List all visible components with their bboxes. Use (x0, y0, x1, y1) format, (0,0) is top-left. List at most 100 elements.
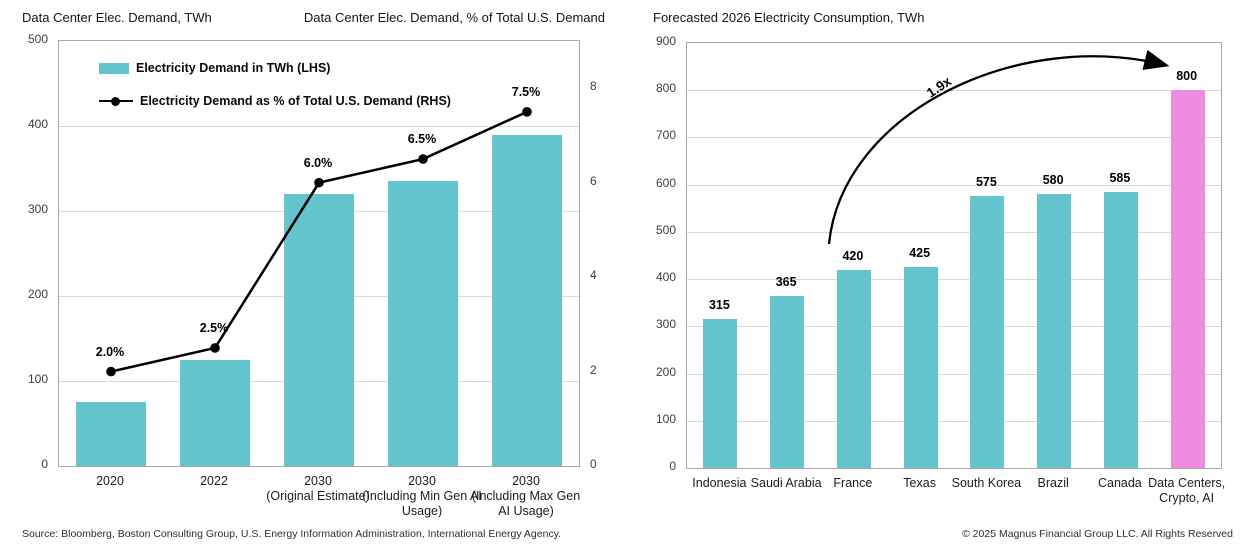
x-label-line: (Original Estimate) (266, 489, 370, 503)
x-label-brazil: Brazil (1037, 476, 1068, 491)
bar-2030-original-estimate (284, 194, 354, 466)
growth-arrow-icon (827, 49, 1170, 245)
x-label-line: 2030 (512, 474, 540, 488)
x-label-line: Brazil (1037, 476, 1069, 490)
gridline-200 (687, 373, 1221, 375)
left-y-tick-100: 100 (27, 372, 48, 386)
left-y-tick-0: 0 (41, 457, 48, 471)
x-label-line: Saudi Arabia (750, 476, 822, 490)
gridline-100 (687, 420, 1221, 422)
x-label-line: 2022 (200, 474, 228, 488)
bar-2020 (76, 402, 146, 466)
chart1-legend: Electricity Demand in TWh (LHS) Electric… (99, 57, 451, 123)
bar-series-swatch-icon (99, 62, 129, 74)
bar-texas (903, 267, 938, 468)
x-label-line: 2030 (304, 474, 332, 488)
line-point-2030-original-estimate (314, 177, 324, 188)
x-label-data-centers-crypto-ai: Data Centers, Crypto, AI (1148, 476, 1225, 506)
x-label-line: Indonesia (692, 476, 747, 490)
bar-france (836, 269, 871, 468)
bar-2030-including-max-gen-ai-usage (492, 134, 562, 466)
line-point-label-2030-original-estimate: 6.0% (303, 155, 333, 170)
left-y-tick-300: 300 (27, 202, 48, 216)
line-point-label-2022: 2.5% (199, 320, 229, 335)
chart1-title-lhs: Data Center Elec. Demand, TWh (22, 10, 212, 25)
x-label-line: Usage) (401, 504, 443, 518)
bar-value-label-data-centers-crypto-ai: 800 (1176, 69, 1198, 84)
chart1-title-rhs: Data Center Elec. Demand, % of Total U.S… (303, 10, 605, 25)
x-label-2022: 2022 (200, 474, 228, 489)
x-label-line: (Including Max Gen (471, 489, 581, 503)
x-label-indonesia: Indonesia (692, 476, 746, 491)
chart2-y-tick-300: 300 (655, 317, 676, 332)
gridline-500 (687, 231, 1221, 233)
x-label-2030-including-min-gen-ai-usage: 2030 (Including Min Gen AI Usage) (362, 474, 482, 519)
left-y-tick-400: 400 (27, 117, 48, 131)
x-label-saudi-arabia: Saudi Arabia (751, 476, 822, 491)
legend-item-line: Electricity Demand as % of Total U.S. De… (99, 90, 451, 112)
right-y-tick-0: 0 (590, 457, 597, 471)
left-y-tick-200: 200 (27, 287, 48, 301)
bar-value-label-canada: 585 (1109, 170, 1131, 185)
bar-value-label-texas: 425 (909, 246, 931, 261)
x-label-line: Texas (903, 476, 936, 490)
line-point-2020 (106, 366, 116, 377)
x-label-south-korea: South Korea (952, 476, 1022, 491)
x-label-france: France (833, 476, 872, 491)
x-label-line: South Korea (951, 476, 1022, 490)
x-label-line: France (833, 476, 873, 490)
x-label-canada: Canada (1098, 476, 1142, 491)
chart2-title: Forecasted 2026 Electricity Consumption,… (653, 10, 925, 25)
legend-item-line-label: Electricity Demand as % of Total U.S. De… (140, 94, 451, 108)
chart2-y-tick-500: 500 (655, 222, 676, 237)
bar-south-korea (970, 196, 1005, 468)
x-label-line: AI Usage) (498, 504, 554, 518)
bar-2022 (180, 359, 250, 466)
chart2-y-tick-100: 100 (655, 411, 676, 426)
x-label-2020: 2020 (96, 474, 124, 489)
x-label-line: (Including Min Gen AI (362, 489, 482, 503)
x-label-line: 2030 (408, 474, 436, 488)
x-label-line: 2020 (96, 474, 124, 488)
chart2-y-tick-900: 900 (655, 34, 676, 48)
bar-value-label-indonesia: 315 (708, 298, 730, 313)
line-series-symbol-icon (99, 96, 133, 106)
bar-canada (1103, 191, 1138, 468)
demand-percent-line (106, 107, 532, 377)
gridline-800 (687, 90, 1221, 92)
chart2-y-tick-400: 400 (655, 270, 676, 285)
bar-value-label-saudi-arabia: 365 (775, 274, 797, 289)
gridline-600 (687, 184, 1221, 186)
bar-value-label-south-korea: 575 (975, 175, 997, 190)
line-point-2030-including-max-gen-ai-usage (522, 107, 532, 117)
right-y-tick-2: 2 (590, 362, 597, 377)
bar-indonesia (703, 319, 738, 468)
left-y-tick-500: 500 (27, 32, 48, 46)
bar-data-centers-crypto-ai (1170, 90, 1205, 468)
chart2-y-tick-700: 700 (655, 128, 676, 143)
line-series-dot-icon (111, 96, 120, 106)
line-point-2030-including-min-gen-ai-usage (418, 154, 428, 164)
line-point-label-2030-including-min-gen-ai-usage: 6.5% (407, 132, 437, 147)
gridline-300 (687, 326, 1221, 328)
chart2-y-tick-200: 200 (655, 364, 676, 379)
gridline-700 (687, 137, 1221, 139)
line-point-label-2020: 2.0% (95, 344, 125, 359)
gridline-400 (687, 279, 1221, 281)
right-y-tick-6: 6 (590, 173, 597, 188)
chart2-y-tick-600: 600 (655, 175, 676, 190)
legend-item-bars-label: Electricity Demand in TWh (LHS) (136, 61, 331, 75)
chart2-y-tick-800: 800 (655, 81, 676, 96)
chart2-plot-area (686, 42, 1222, 469)
line-path (110, 110, 528, 373)
line-point-2022 (210, 343, 220, 353)
bar-value-label-brazil: 580 (1042, 173, 1064, 188)
source-note: Source: Bloomberg, Boston Consulting Gro… (22, 528, 562, 540)
bar-value-label-france: 420 (842, 248, 864, 263)
chart1-plot-area: Electricity Demand in TWh (LHS) Electric… (58, 40, 580, 467)
bar-saudi-arabia (770, 295, 805, 468)
x-label-texas: Texas (903, 476, 936, 491)
x-label-2030-including-max-gen-ai-usage: 2030 (Including Max Gen AI Usage) (472, 474, 580, 519)
x-label-2030-original-estimate: 2030 (Original Estimate) (266, 474, 370, 504)
